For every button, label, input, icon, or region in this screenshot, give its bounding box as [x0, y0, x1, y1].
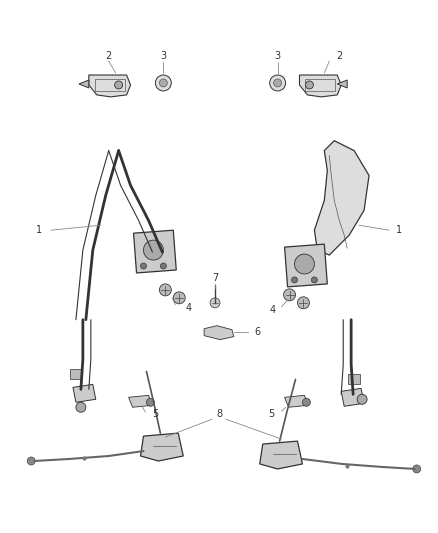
Circle shape	[303, 398, 311, 406]
Circle shape	[274, 79, 282, 87]
Circle shape	[27, 457, 35, 465]
Polygon shape	[70, 369, 82, 379]
Text: 1: 1	[36, 225, 42, 235]
Polygon shape	[337, 80, 347, 88]
Text: 3: 3	[160, 51, 166, 61]
Text: 2: 2	[106, 51, 112, 61]
Polygon shape	[141, 433, 183, 461]
Text: 5: 5	[152, 409, 159, 419]
Circle shape	[292, 277, 297, 283]
Circle shape	[155, 75, 171, 91]
Circle shape	[413, 465, 421, 473]
Circle shape	[210, 298, 220, 308]
Text: 4: 4	[270, 305, 276, 315]
Text: 2: 2	[336, 51, 343, 61]
Polygon shape	[348, 375, 360, 384]
Circle shape	[283, 289, 296, 301]
Polygon shape	[73, 384, 96, 402]
Text: 4: 4	[185, 303, 191, 313]
Circle shape	[159, 284, 171, 296]
Circle shape	[173, 292, 185, 304]
Text: 7: 7	[212, 273, 218, 283]
Text: 6: 6	[254, 327, 261, 337]
Polygon shape	[314, 141, 369, 255]
Polygon shape	[129, 395, 152, 407]
Circle shape	[297, 297, 309, 309]
Circle shape	[294, 254, 314, 274]
Polygon shape	[285, 244, 327, 287]
Polygon shape	[341, 389, 364, 406]
Circle shape	[146, 398, 155, 406]
Text: 5: 5	[268, 409, 275, 419]
Circle shape	[141, 263, 146, 269]
Polygon shape	[300, 75, 341, 97]
Polygon shape	[285, 395, 308, 407]
Circle shape	[76, 402, 86, 412]
Circle shape	[357, 394, 367, 404]
Polygon shape	[134, 230, 176, 273]
Polygon shape	[260, 441, 303, 469]
Circle shape	[270, 75, 286, 91]
Circle shape	[311, 277, 318, 283]
Circle shape	[115, 81, 123, 89]
Circle shape	[305, 81, 314, 89]
Text: 3: 3	[275, 51, 281, 61]
Polygon shape	[204, 326, 234, 340]
Text: 8: 8	[216, 409, 222, 419]
Polygon shape	[89, 75, 131, 97]
Polygon shape	[79, 80, 89, 88]
Circle shape	[144, 240, 163, 260]
Circle shape	[160, 263, 166, 269]
Text: 1: 1	[396, 225, 402, 235]
Circle shape	[159, 79, 167, 87]
